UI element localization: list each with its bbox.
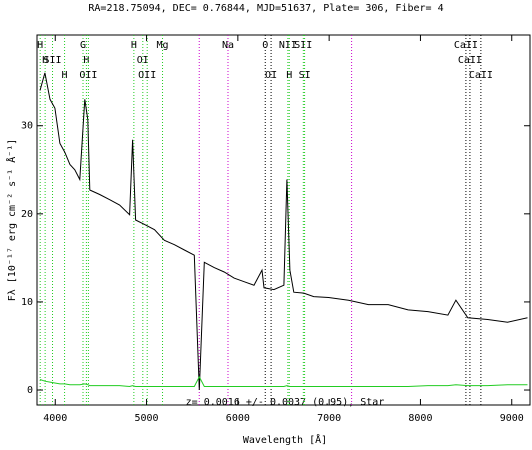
- x-tick-label: 5000: [135, 413, 159, 424]
- spectral-line-label: OI: [265, 70, 277, 81]
- spectral-line-label: SII: [43, 55, 61, 66]
- spectral-line-label: H: [286, 70, 292, 81]
- spectral-line-label: OI: [137, 55, 149, 66]
- chart-title: RA=218.75094, DEC= 0.76844, MJD=51637, P…: [88, 3, 443, 14]
- x-tick-label: 4000: [43, 413, 67, 424]
- annotation: z= 0.0016 +/- 0.0037 (0.95), Star: [186, 397, 385, 408]
- x-tick-label: 9000: [500, 413, 524, 424]
- spectral-line-label: CaII: [458, 55, 482, 66]
- spectral-line-label: H: [131, 40, 137, 51]
- spectral-line-label: G: [80, 40, 86, 51]
- y-tick-label: 20: [21, 209, 33, 220]
- plot-frame: [36, 34, 531, 406]
- spectral-line-label: CaII: [454, 40, 478, 51]
- spectral-line-label: Na: [222, 40, 234, 51]
- y-tick-label: 0: [27, 385, 33, 396]
- spectral-line-label: OII: [138, 70, 156, 81]
- x-tick-label: 7000: [317, 413, 341, 424]
- spectral-line-label: SI: [299, 70, 311, 81]
- spectral-line-label: OII: [79, 70, 97, 81]
- spectral-line-label: NII: [279, 40, 297, 51]
- spectral-line-label: SII: [294, 40, 312, 51]
- spectral-line-label: Mg: [157, 40, 169, 51]
- y-tick-label: 30: [21, 121, 33, 132]
- y-tick-label: 10: [21, 297, 33, 308]
- spectral-line-label: H: [37, 40, 43, 51]
- y-axis-label: Fλ [10⁻¹⁷ erg cm⁻² s⁻¹ Å⁻¹]: [5, 139, 18, 302]
- x-axis-label: Wavelength [Å]: [243, 433, 327, 446]
- spectrum-line: [39, 375, 528, 388]
- spectral-line-label: H: [83, 55, 89, 66]
- spectral-line-label: CaII: [469, 70, 493, 81]
- x-tick-label: 6000: [226, 413, 250, 424]
- spectrum-line: [39, 72, 528, 391]
- x-tick-label: 8000: [408, 413, 432, 424]
- spectral-line-label: O: [262, 40, 268, 51]
- spectral-line-label: H: [42, 55, 48, 66]
- spectral-line-label: H: [62, 70, 68, 81]
